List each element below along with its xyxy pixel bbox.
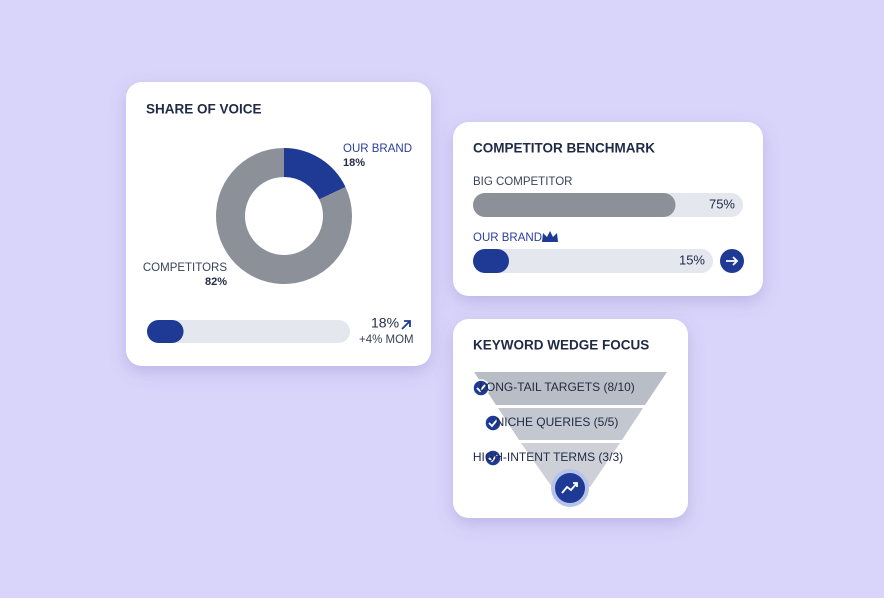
crown-icon (542, 231, 558, 242)
card (126, 82, 431, 366)
bar-value: 15% (679, 252, 705, 267)
arrow-icon (726, 256, 739, 266)
bar-label: OUR BRAND (473, 232, 542, 244)
bar-label: BIG COMPETITOR (473, 176, 572, 188)
progress-value: 18% (371, 315, 399, 331)
progress-fill (147, 320, 184, 343)
check-icon (472, 379, 490, 397)
check-icon (484, 449, 502, 467)
progress-track (147, 320, 350, 343)
funnel-label: NICHE QUERIES (5/5) (496, 415, 619, 429)
legend-label: COMPETITORS (143, 262, 227, 274)
bar (473, 249, 509, 273)
trend-icon (401, 320, 411, 330)
donut-segment (284, 148, 346, 200)
check-mark (488, 454, 498, 463)
card-title: KEYWORD WEDGE FOCUS (473, 338, 649, 353)
check-mark (476, 384, 486, 393)
bar (473, 193, 676, 217)
trend-icon (561, 482, 578, 494)
funnel-band (474, 372, 667, 405)
funnel-label: HIGH-INTENT TERMS (3/3) (473, 450, 623, 464)
funnel-label: LONG-TAIL TARGETS (8/10) (479, 380, 635, 394)
funnel-band (521, 443, 620, 487)
legend-value: 82% (205, 276, 227, 288)
donut-segment (215, 148, 352, 284)
funnel-band (498, 408, 643, 440)
trend-button[interactable] (555, 473, 585, 503)
check-mark (488, 419, 498, 428)
check-icon (484, 414, 502, 432)
card-title: SHARE OF VOICE (146, 102, 262, 117)
legend-value: 18% (343, 157, 365, 169)
bar-value: 75% (709, 196, 735, 211)
card-title: COMPETITOR BENCHMARK (473, 141, 655, 156)
legend-label: OUR BRAND (343, 143, 412, 155)
progress-change: +4% MOM (359, 334, 414, 346)
bar-track (473, 249, 713, 273)
